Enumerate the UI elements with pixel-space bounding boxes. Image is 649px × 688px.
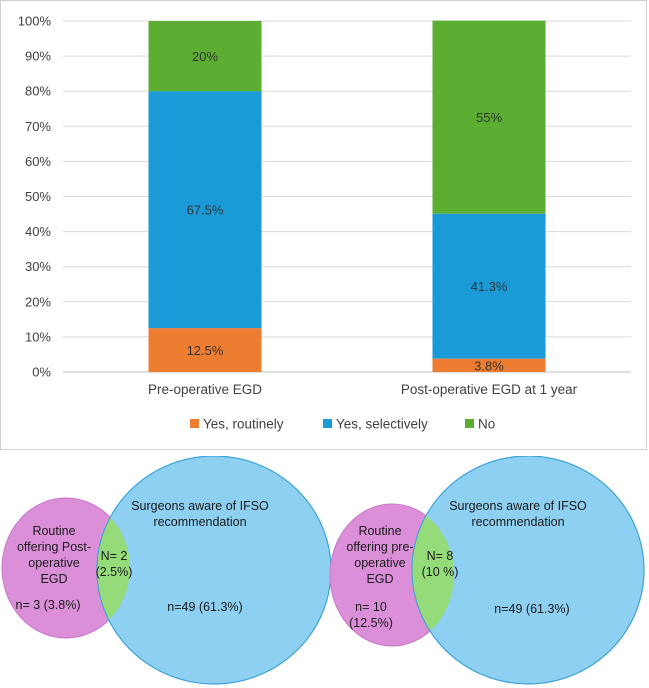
venn-diagram-1: Routine offering Post-operative EGD n= 3 (3… (1, 456, 332, 685)
stacked-bar-chart: 0% 10% 20% 30% 40% 50% 60% 70% 80% 90% 100% 12.5% 67… (18, 14, 631, 432)
y-tick-label: 70% (25, 119, 51, 134)
legend-label: Yes, routinely (203, 417, 284, 432)
legend-label: Yes, selectively (336, 417, 428, 432)
small-circle-label: Routine (358, 524, 401, 538)
y-tick-label: 10% (25, 329, 51, 344)
large-circle-count: n=49 (61.3%) (167, 600, 242, 614)
small-circle-count: n= 10 (355, 600, 387, 614)
bar-segment (432, 213, 546, 359)
venn-diagram-2: Routine offering pre-operative EGD n= 10 (12… (329, 456, 645, 685)
legend-swatch (190, 419, 199, 428)
x-category-label: Post-operative EGD at 1 year (401, 382, 578, 397)
y-tick-label: 50% (25, 189, 51, 204)
y-tick-label: 80% (25, 84, 51, 99)
large-circle-label: recommendation (153, 515, 246, 529)
bar-segment (148, 21, 262, 92)
data-label: 67.5% (187, 203, 224, 218)
bar-segment (432, 20, 546, 214)
small-circle-label: offering pre- (346, 540, 413, 554)
data-label: 20% (192, 49, 218, 64)
small-circle-label: EGD (366, 572, 393, 586)
y-tick-label: 100% (18, 14, 52, 29)
legend-swatch (323, 419, 332, 428)
small-circle-label: offering Post- (17, 540, 91, 554)
bar-segment (148, 91, 262, 329)
small-circle-label: operative (354, 556, 405, 570)
large-circle-label: recommendation (471, 515, 564, 529)
overlap-region (96, 498, 130, 638)
venn-diagrams: Routine offering Post-operative EGD n= 3 (3… (1, 456, 645, 685)
y-tick-label: 20% (25, 294, 51, 309)
data-label: 55% (476, 110, 502, 125)
y-tick-label: 0% (32, 365, 51, 380)
legend-swatch (465, 419, 474, 428)
overlap-label: N= 8 (427, 549, 454, 563)
stacked-bar-chart-panel: 0% 10% 20% 30% 40% 50% 60% 70% 80% 90% 100% 12.5% 67… (0, 0, 647, 450)
y-tick-label: 90% (25, 49, 51, 64)
small-circle-label: operative (28, 556, 79, 570)
x-category-label: Pre-operative EGD (148, 382, 262, 397)
large-circle-label: Surgeons aware of IFSO (131, 499, 269, 513)
legend-label: No (478, 417, 495, 432)
large-circle-count: n=49 (61.3%) (494, 602, 569, 616)
y-tick-label: 60% (25, 154, 51, 169)
overlap-label: N= 2 (101, 549, 128, 563)
overlap-label: (10 %) (422, 565, 459, 579)
large-circle-label: Surgeons aware of IFSO (449, 499, 587, 513)
small-circle-count: (12.5%) (349, 616, 393, 630)
overlap-region (411, 504, 454, 646)
overlap-label: (2.5%) (96, 565, 133, 579)
small-circle-count: n= 3 (3.8%) (16, 598, 81, 612)
bar-segment (148, 328, 262, 372)
bar-segment (432, 358, 546, 372)
y-tick-label: 40% (25, 224, 51, 239)
y-tick-label: 30% (25, 259, 51, 274)
data-label: 12.5% (187, 343, 224, 358)
small-circle-label: Routine (32, 524, 75, 538)
data-label: 41.3% (471, 279, 508, 294)
data-label: 3.8% (474, 358, 504, 373)
small-circle-label: EGD (40, 572, 67, 586)
